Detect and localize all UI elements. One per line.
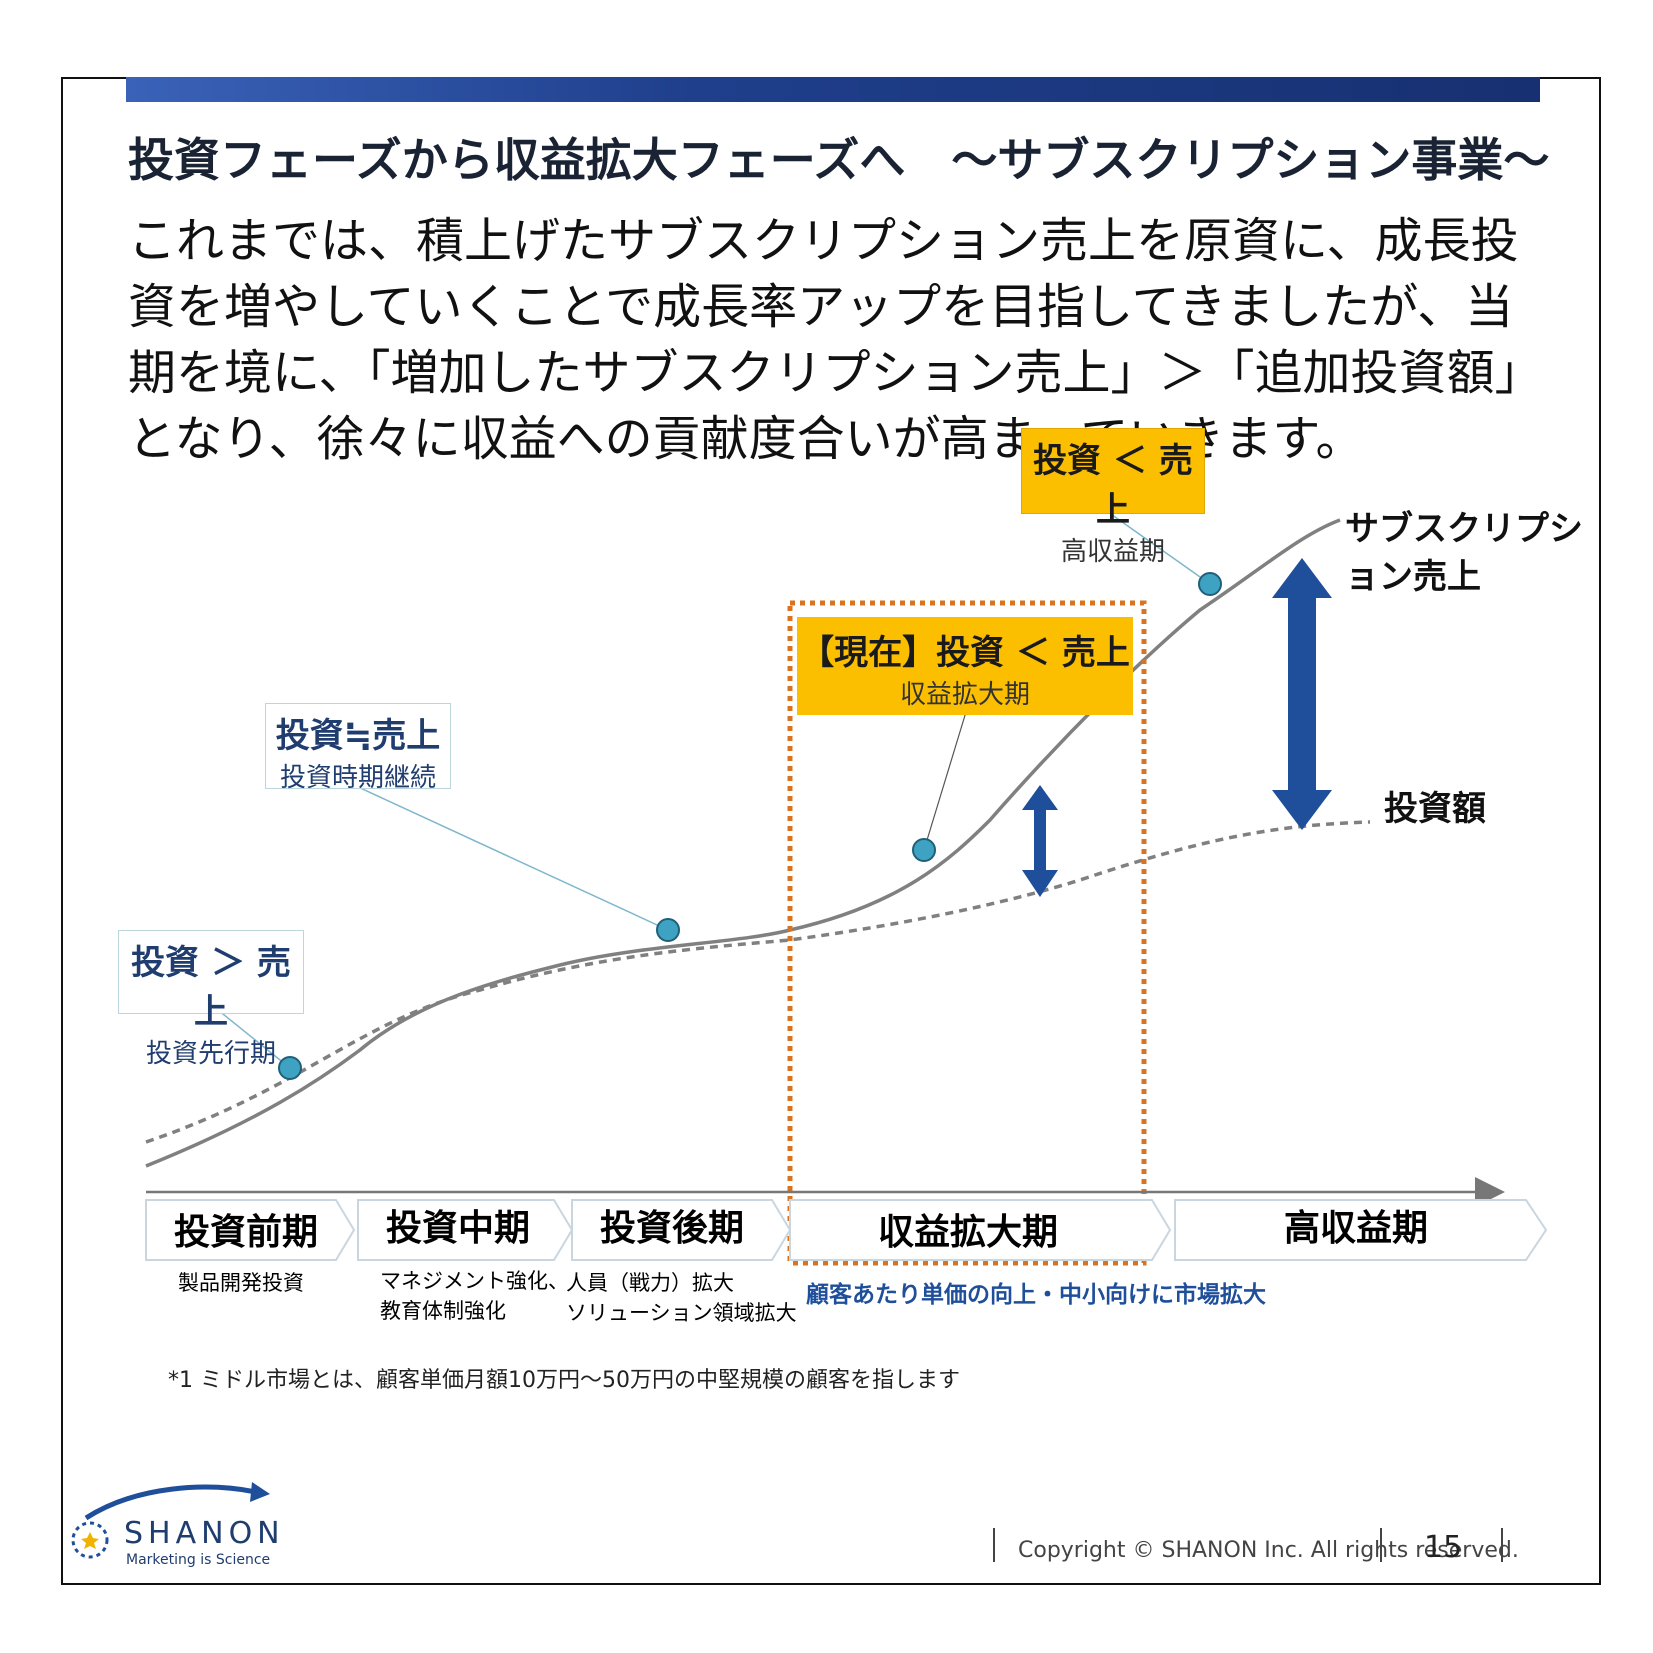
title-accent-bar (126, 77, 1540, 102)
callout-2-main: 投資≒売上 (275, 716, 441, 756)
phase-note-1-line-1: 製品開発投資 (178, 1271, 304, 1295)
investment-curve (145, 820, 1371, 1144)
footer-divider-3 (1501, 1528, 1503, 1562)
current-period-highlight (787, 600, 1147, 1266)
callout-3-sub: 収益拡大期 (899, 680, 1030, 710)
callout-investment-exceeds: 投資 ＞ 売上 投資先行期 (118, 930, 304, 1069)
slide-frame (61, 77, 1601, 1585)
investment-label: 投資額 (1384, 789, 1486, 829)
page-title: 投資フェーズから収益拡大フェーズへ ～サブスクリプション事業～ (128, 133, 1550, 187)
callout-4-sub: 高収益期 (1060, 537, 1165, 567)
callout-current: 【現在】投資 ＜ 売上 収益拡大期 (797, 617, 1133, 715)
phase-dot-2 (656, 918, 680, 942)
phase-note-3-line-2: ソリューション領域拡大 (566, 1301, 797, 1325)
callout-3-main: 【現在】投資 ＜ 売上 (800, 633, 1130, 673)
subscription-label-line-2: ョン売上 (1345, 557, 1481, 597)
callout-1-sub: 投資先行期 (145, 1039, 276, 1069)
phase-note-4-line-1: 顧客あたり単価の向上・中小向けに市場拡大 (806, 1281, 1266, 1308)
connector-line-3 (923, 711, 967, 851)
footer-divider-2 (1380, 1528, 1382, 1562)
connector-line-4 (1107, 511, 1211, 585)
phase-label-2: 投資中期 (386, 1208, 530, 1249)
brand-tagline: Marketing is Science (126, 1552, 271, 1568)
phase-note-2-line-1: マネジメント強化、 (380, 1269, 569, 1293)
page-number: 15 (1424, 1530, 1463, 1565)
callout-high-profit: 投資 ＜ 売上 高収益期 (1021, 428, 1205, 567)
callout-4-main: 投資 ＜ 売上 (1033, 441, 1193, 530)
phase-label-4: 収益拡大期 (878, 1212, 1058, 1253)
phase-dot-3 (912, 838, 936, 862)
phase-chevron-5 (1174, 1199, 1548, 1261)
callout-2-sub: 投資時期継続 (279, 763, 436, 793)
callout-investment-equals: 投資≒売上 投資時期継続 (265, 703, 451, 793)
phase-dot-4 (1198, 572, 1222, 596)
phase-chevron-2 (357, 1199, 574, 1261)
footer-divider-1 (993, 1528, 995, 1562)
phase-label-5: 高収益期 (1284, 1208, 1428, 1249)
phase-note-3-line-1: 人員（戦力）拡大 (566, 1271, 734, 1295)
phase-label-3: 投資後期 (600, 1208, 744, 1249)
subscription-revenue-curve (145, 518, 1341, 1168)
brand-logo-icon (71, 1482, 270, 1559)
connector-line-2 (355, 785, 669, 931)
phase-label-1: 投資前期 (174, 1212, 318, 1253)
phase-note-2-line-2: 教育体制強化 (380, 1299, 506, 1323)
subscription-label-line-1: サブスクリプシ (1345, 509, 1583, 549)
phase-chevron-4 (789, 1199, 1172, 1261)
current-gap-arrow (1022, 785, 1058, 897)
connector-line-1 (217, 1009, 291, 1069)
phase-chevron-1 (145, 1199, 356, 1261)
phase-chevron-3 (571, 1199, 792, 1261)
footnote: *1 ミドル市場とは、顧客単価月額10万円～50万円の中堅規模の顧客を指します (168, 1368, 960, 1393)
callout-1-main: 投資 ＞ 売上 (131, 943, 291, 1032)
brand-name: SHANON (124, 1516, 285, 1551)
copyright-text: Copyright © SHANON Inc. All rights reser… (1018, 1538, 1519, 1563)
brand-logo: SHANON Marketing is Science (66, 1478, 280, 1570)
phase-dot-1 (278, 1056, 302, 1080)
high-profit-gap-arrow (1272, 558, 1332, 830)
